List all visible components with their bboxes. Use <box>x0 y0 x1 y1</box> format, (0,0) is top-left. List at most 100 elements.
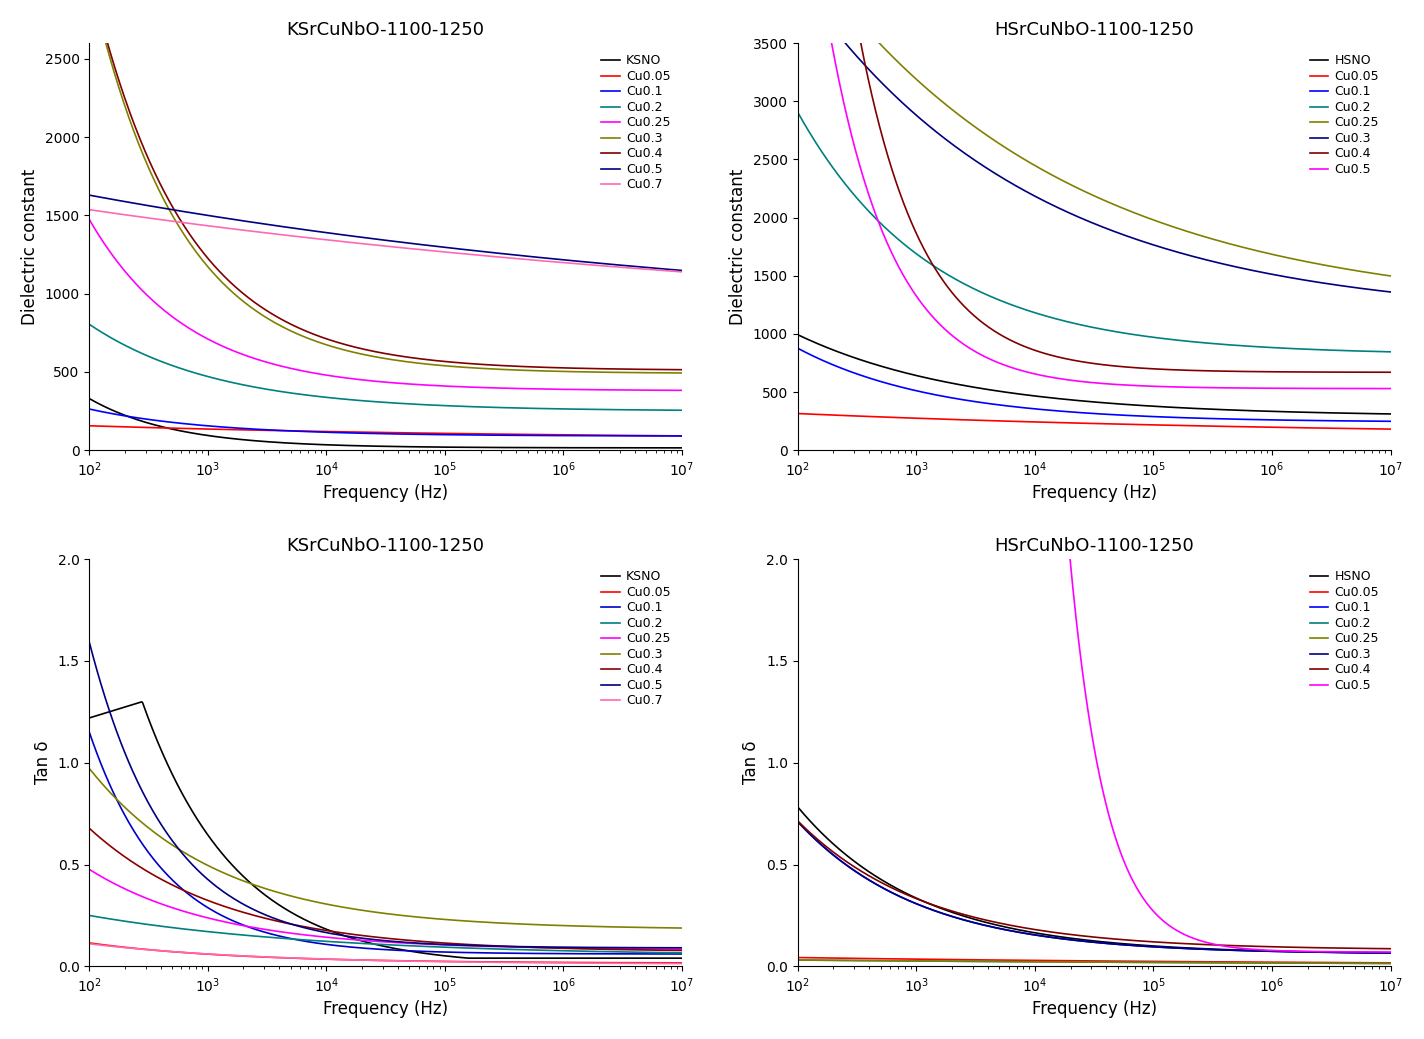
Title: HSrCuNbO-1100-1250: HSrCuNbO-1100-1250 <box>994 537 1195 555</box>
Cu0.25 <box>81 863 98 876</box>
Cu0.2 <box>477 942 494 955</box>
Cu0.05 <box>789 407 806 420</box>
HSNO <box>941 376 958 389</box>
Cu0.05 <box>430 955 447 967</box>
HSNO <box>789 328 806 341</box>
Cu0.3 <box>430 359 447 372</box>
Cu0.5 <box>1383 945 1400 958</box>
HSNO <box>1058 393 1075 405</box>
Cu0.2 <box>349 937 366 950</box>
Cu0.1 <box>430 945 447 958</box>
Cu0.2 <box>941 270 958 283</box>
Cu0.1 <box>477 429 494 442</box>
Cu0.4 <box>674 364 691 376</box>
Cu0.3 <box>1383 286 1400 298</box>
KSNO <box>430 441 447 453</box>
Cu0.2 <box>527 943 544 956</box>
Cu0.7 <box>527 957 544 969</box>
Cu0.2 <box>789 954 806 966</box>
Line: Cu0.4: Cu0.4 <box>797 0 1391 372</box>
Cu0.3 <box>789 816 806 828</box>
Cu0.25 <box>81 213 98 225</box>
Line: Cu0.25: Cu0.25 <box>797 0 1391 276</box>
Cu0.1 <box>234 422 251 434</box>
Cu0.3 <box>185 243 202 256</box>
Cu0.4 <box>674 944 691 957</box>
Line: Cu0.25: Cu0.25 <box>797 960 1391 963</box>
Line: Cu0.5: Cu0.5 <box>90 642 682 948</box>
Cu0.4 <box>1383 942 1400 955</box>
Cu0.3 <box>1383 947 1400 959</box>
Cu0.2 <box>674 947 691 959</box>
Line: Cu0.3: Cu0.3 <box>90 769 682 928</box>
Cu0.05 <box>234 424 251 436</box>
Cu0.5 <box>527 250 544 263</box>
Y-axis label: Tan δ: Tan δ <box>34 741 51 784</box>
Cu0.2 <box>1139 330 1156 343</box>
HSNO <box>789 801 806 814</box>
Cu0.2 <box>1185 956 1202 968</box>
Cu0.3 <box>1236 944 1253 957</box>
Cu0.4 <box>1058 928 1075 940</box>
Cu0.3 <box>674 367 691 379</box>
Line: Cu0.3: Cu0.3 <box>797 822 1391 953</box>
Cu0.7 <box>477 956 494 968</box>
Cu0.1 <box>477 947 494 959</box>
Cu0.05 <box>1185 956 1202 968</box>
Line: Cu0.1: Cu0.1 <box>797 348 1391 421</box>
KSNO <box>350 934 367 947</box>
Cu0.05 <box>941 414 958 426</box>
Cu0.1 <box>894 381 911 394</box>
Cu0.5 <box>941 327 958 340</box>
Cu0.4 <box>1139 935 1156 948</box>
Cu0.4 <box>477 939 494 952</box>
Cu0.05 <box>1236 956 1253 968</box>
Cu0.3 <box>1236 263 1253 275</box>
Line: Cu0.3: Cu0.3 <box>90 0 682 373</box>
Cu0.25 <box>674 943 691 956</box>
Cu0.25 <box>430 938 447 951</box>
Y-axis label: Dielectric constant: Dielectric constant <box>729 168 748 325</box>
Cu0.1 <box>349 941 366 954</box>
KSNO <box>185 427 202 439</box>
Cu0.2 <box>234 378 251 391</box>
Cu0.5 <box>674 264 691 276</box>
Cu0.4 <box>1185 365 1202 377</box>
Title: KSrCuNbO-1100-1250: KSrCuNbO-1100-1250 <box>286 537 484 555</box>
Cu0.25 <box>1383 270 1400 283</box>
Cu0.05 <box>81 420 98 432</box>
Line: Cu0.05: Cu0.05 <box>90 943 682 963</box>
Cu0.5 <box>674 941 691 954</box>
Cu0.5 <box>477 245 494 258</box>
Cu0.4 <box>1383 366 1400 378</box>
Cu0.7 <box>349 237 366 249</box>
Cu0.5 <box>349 931 366 943</box>
Cu0.3 <box>477 916 494 929</box>
Cu0.4 <box>81 822 98 834</box>
KSNO <box>477 442 494 454</box>
Cu0.25 <box>234 920 251 932</box>
Cu0.05 <box>894 953 911 965</box>
Cu0.7 <box>674 957 691 969</box>
KSNO <box>460 952 477 964</box>
Cu0.25 <box>430 379 447 392</box>
Line: Cu0.1: Cu0.1 <box>90 409 682 436</box>
Cu0.1 <box>1236 944 1253 957</box>
KSNO <box>674 442 691 454</box>
Cu0.4 <box>1185 938 1202 951</box>
Cu0.2 <box>1236 340 1253 352</box>
Cu0.2 <box>894 955 911 967</box>
Line: Cu0.2: Cu0.2 <box>90 915 682 953</box>
Line: Cu0.1: Cu0.1 <box>90 731 682 954</box>
Cu0.4 <box>1058 352 1075 365</box>
X-axis label: Frequency (Hz): Frequency (Hz) <box>1031 1001 1156 1018</box>
Cu0.4 <box>789 815 806 827</box>
Cu0.1 <box>430 428 447 441</box>
Cu0.3 <box>1058 205 1075 217</box>
Cu0.4 <box>1139 363 1156 375</box>
Line: Cu0.7: Cu0.7 <box>90 210 682 272</box>
KSNO <box>530 952 547 964</box>
Cu0.3 <box>1058 933 1075 945</box>
Cu0.05 <box>1185 420 1202 432</box>
Cu0.5 <box>185 860 202 873</box>
